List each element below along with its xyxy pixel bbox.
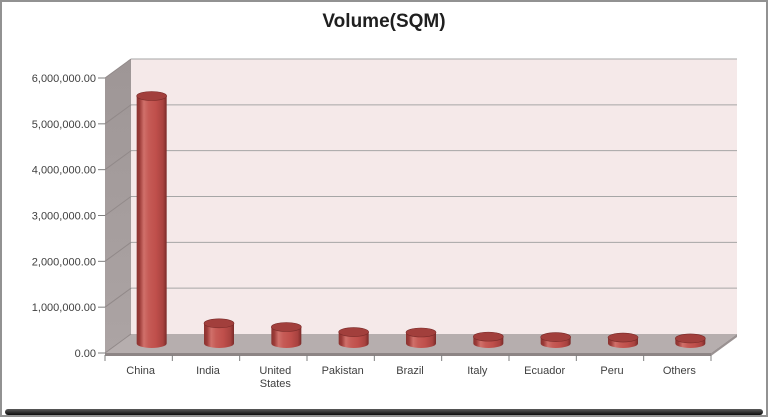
bar-body (271, 327, 302, 349)
x-axis-category-label: Peru (600, 365, 623, 377)
y-axis-tick-label: 2,000,000.00 (32, 256, 96, 268)
bar-top-face (473, 331, 504, 342)
y-axis-labels: 0.00 1,000,000.00 2,000,000.00 3,000,000.00… (32, 73, 96, 360)
frame-shadow (5, 409, 763, 415)
wall-gridline (104, 104, 132, 125)
bar-top-face (203, 318, 235, 329)
bar-top-face (405, 327, 437, 338)
bar-brazil (405, 327, 437, 349)
x-axis-category-label: India (196, 365, 221, 377)
bar-body (204, 323, 234, 349)
x-axis-labels: China India United States Pakistan Brazil Ital… (126, 365, 696, 390)
y-axis-tick-label: 3,000,000.00 (32, 211, 96, 223)
bar-top-face (338, 327, 369, 337)
bar-india (203, 318, 235, 349)
bar-china (136, 91, 167, 349)
wall-gridline (104, 287, 132, 308)
bar-body (136, 96, 167, 349)
bar-peru (607, 332, 639, 349)
wall-gridline (104, 58, 132, 79)
chart-walls (105, 59, 737, 356)
bar-italy (473, 331, 504, 349)
bar-pakistan (338, 327, 369, 349)
bar-ecuador (540, 332, 571, 349)
x-axis-category-label: Italy (467, 365, 488, 377)
floor-front-edge (105, 353, 711, 356)
x-axis-category-label: United States (259, 365, 291, 390)
bar-others (675, 333, 706, 349)
wall-gridline (104, 196, 132, 216)
wall-gridline (104, 241, 132, 262)
bar-top-face (607, 332, 639, 343)
x-axis-category-label: China (126, 365, 156, 377)
x-axis-category-label: Others (663, 365, 697, 377)
y-axis-tick-label: 0.00 (75, 348, 96, 360)
x-axis-category-label: Ecuador (524, 365, 565, 377)
chart-title: Volume(SQM) (322, 11, 446, 32)
bars (136, 91, 706, 349)
bar-top-face (136, 91, 167, 101)
y-axis-tick-label: 6,000,000.00 (32, 73, 96, 85)
floor-right-edge (711, 334, 737, 356)
y-axis-tick-label: 1,000,000.00 (32, 302, 96, 314)
y-axis-tick-label: 4,000,000.00 (32, 165, 96, 177)
x-axis-category-label: Brazil (396, 365, 424, 377)
bar-top-face (271, 322, 302, 332)
bar-top-face (540, 332, 571, 342)
bar-united-states (271, 322, 302, 349)
wall-gridline (104, 150, 132, 171)
gridlines (98, 58, 737, 354)
x-axis-category-label: Pakistan (322, 365, 364, 377)
wall-gridline (104, 333, 132, 354)
y-axis-tick-label: 5,000,000.00 (32, 119, 96, 131)
x-axis-ticks (104, 355, 712, 361)
bar-top-face (675, 333, 706, 344)
